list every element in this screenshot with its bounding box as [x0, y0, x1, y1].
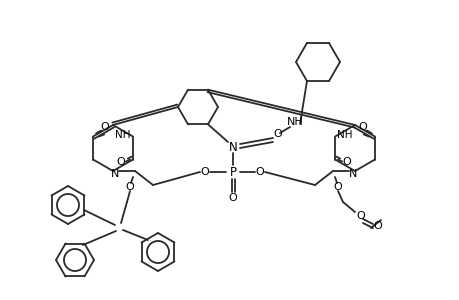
Text: O: O: [255, 167, 264, 177]
Text: NH: NH: [115, 130, 130, 140]
Text: N: N: [228, 140, 237, 154]
Text: O: O: [116, 157, 125, 166]
Text: N: N: [348, 169, 356, 179]
Text: O: O: [273, 129, 282, 139]
Text: O: O: [342, 157, 351, 166]
Text: N: N: [111, 169, 119, 179]
Text: P: P: [229, 166, 236, 178]
Text: O: O: [101, 122, 109, 131]
Text: O: O: [333, 182, 341, 192]
Text: NH: NH: [336, 130, 352, 140]
Text: O: O: [358, 122, 366, 131]
Text: O: O: [356, 211, 364, 221]
Text: O: O: [200, 167, 209, 177]
Text: O: O: [373, 221, 381, 231]
Text: O: O: [228, 193, 237, 203]
Text: O: O: [125, 182, 134, 192]
Text: NH: NH: [286, 117, 303, 127]
